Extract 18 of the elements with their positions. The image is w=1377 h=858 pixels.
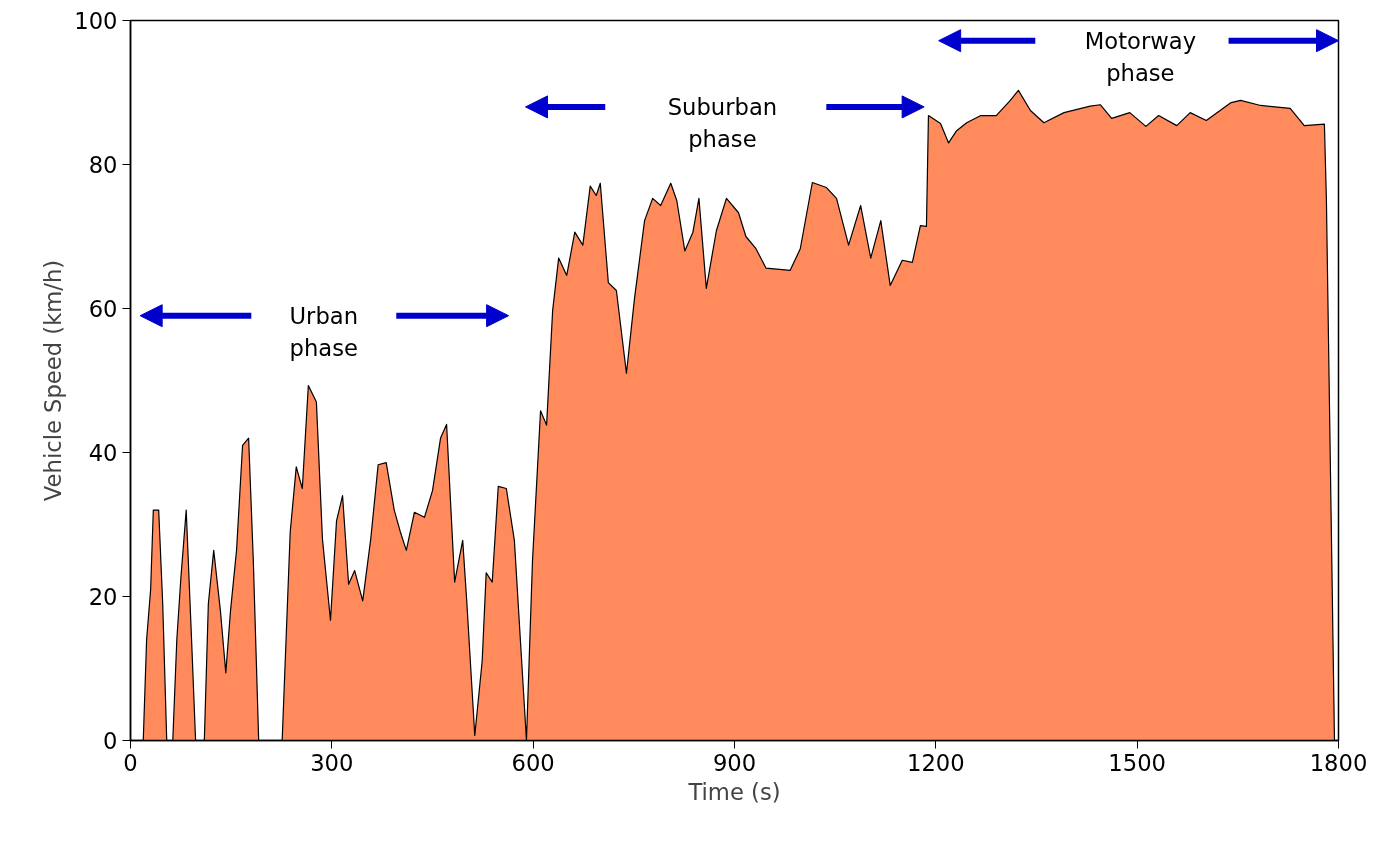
y-axis-title: Vehicle Speed (km/h): [40, 259, 67, 502]
x-tick-label: 900: [712, 749, 757, 776]
y-tick-label: 60: [88, 296, 118, 322]
y-tick-label: 0: [103, 728, 118, 754]
x-tick-label: 1200: [907, 749, 965, 776]
x-tick-label: 0: [123, 749, 138, 776]
annotation: Motorway phase: [1084, 27, 1197, 87]
x-tick-label: 600: [511, 749, 555, 776]
y-tick-label: 40: [88, 440, 118, 466]
y-tick-label: 80: [88, 152, 118, 178]
annotation: Urban phase: [289, 302, 359, 362]
y-tick-label: 100: [74, 8, 118, 34]
annotation: Suburban phase: [667, 93, 778, 153]
x-tick-label: 1800: [1309, 749, 1368, 776]
x-axis-title: Time (s): [687, 778, 781, 805]
y-tick-label: 20: [88, 584, 118, 610]
x-tick-label: 1500: [1108, 749, 1167, 776]
x-tick-label: 300: [310, 749, 354, 776]
